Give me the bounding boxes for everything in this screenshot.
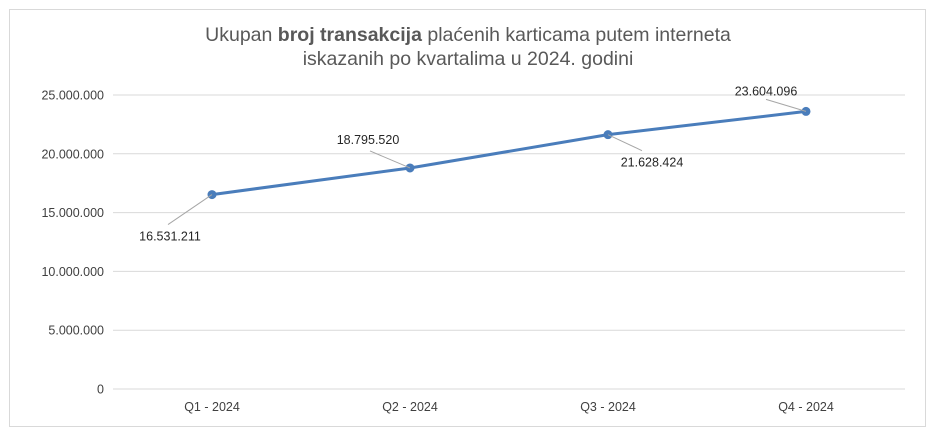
data-label: 16.531.211 [139,230,201,244]
x-tick-label: Q4 - 2024 [778,400,834,414]
title-post: plaćenih karticama putem interneta [421,24,731,46]
chart-title-line1: Ukupan broj transakcija plaćenih kartica… [0,23,936,47]
chart-title-line2: iskazanih po kvartalima u 2024. godini [302,48,634,70]
data-labels: 16.531.211 18.795.520 21.628.424 23.604.096 [139,84,807,244]
y-tick-label: 20.000.000 [41,147,104,161]
x-axis-ticks: Q1 - 2024 Q2 - 2024 Q3 - 2024 Q4 - 2024 [184,400,834,414]
y-tick-label: 25.000.000 [41,89,104,103]
leader-line [369,150,411,169]
y-tick-label: 5.000.000 [48,324,104,338]
leader-line [765,98,807,112]
title-bold: broj transakcija [277,24,422,46]
leader-line [167,194,213,226]
x-tick-label: Q2 - 2024 [382,400,438,414]
data-label: 18.795.520 [337,133,400,147]
leader-line [607,134,643,152]
chart-frame [9,9,926,427]
y-axis-ticks: 0 5.000.000 10.000.000 15.000.000 20.000.000… [41,89,104,397]
data-label: 21.628.424 [621,156,684,170]
series-line [210,109,808,197]
x-tick-label: Q3 - 2024 [580,400,636,414]
gridlines [113,94,905,390]
y-tick-label: 0 [97,383,104,397]
series-group [207,106,811,200]
y-tick-label: 15.000.000 [41,206,104,220]
chart-title: Ukupan broj transakcija plaćenih kartica… [0,23,936,71]
x-tick-label: Q1 - 2024 [184,400,240,414]
title-pre: Ukupan [205,24,278,46]
y-tick-label: 10.000.000 [41,265,104,279]
data-label: 23.604.096 [735,84,798,98]
